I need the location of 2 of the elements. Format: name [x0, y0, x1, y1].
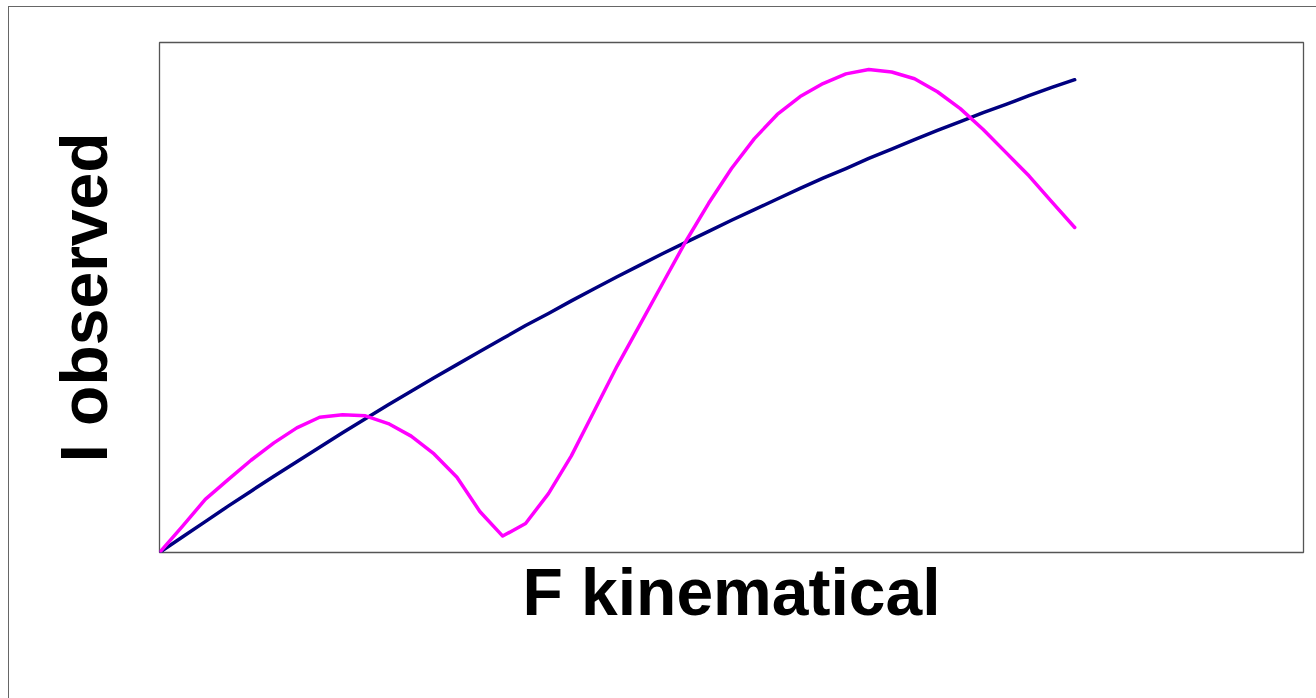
x-axis-title: F kinematical: [522, 554, 941, 629]
y-axis-title: I observed: [46, 132, 121, 463]
